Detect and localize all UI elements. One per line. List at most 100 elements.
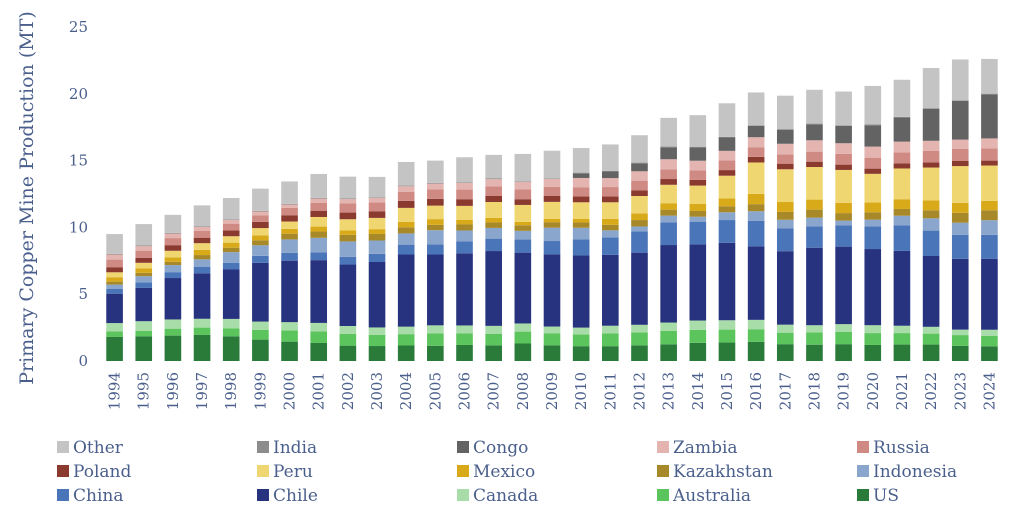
bar-segment-other [368,176,386,198]
bar-segment-mexico [689,204,707,211]
bar-stack-2001 [310,173,328,361]
bar-segment-other [776,95,794,130]
bar-segment-australia [135,330,153,337]
bar-segment-russia [281,207,298,216]
bar-segment-china [747,220,765,247]
legend-label: Russia [873,438,930,458]
bar-segment-other [602,144,619,171]
bar-segment-canada [135,321,153,331]
bar-segment-chile [222,269,240,319]
bar-segment-peru [456,205,473,220]
bar-segment-chile [631,252,648,325]
x-tick-label: 2001 [310,372,328,410]
bar-segment-zambia [806,140,823,152]
bar-segment-poland [514,199,532,205]
bar-segment-india [718,136,736,138]
bar-segment-china [864,226,882,250]
bar-segment-china [427,244,444,255]
bar-segment-other [893,79,911,117]
bar-segment-other [222,198,240,220]
bar-segment-zambia [893,141,911,153]
bar-segment-kazakhstan [456,224,473,231]
bar-segment-other [281,181,298,204]
legend-item-mexico: Mexico [457,462,535,482]
x-axis: 1994 1995 1996 1997 1998 1999 2000 2001 2002 2003… [106,372,999,410]
bar-segment-china [222,262,240,270]
bar-segment-chile [747,246,765,320]
bar-segment-peru [893,168,911,200]
bar-segment-poland [981,160,998,166]
bar-segment-india [602,170,619,172]
bar-segment-china [631,231,648,253]
bar-stack-2021 [893,79,911,361]
bar-segment-mexico [718,198,736,207]
bar-segment-us [951,345,969,361]
bar-segment-china [456,241,473,254]
y-tick-label: 25 [69,18,88,36]
bar-segment-russia [689,170,707,180]
bar-stack-1998 [222,198,240,361]
bar-segment-canada [106,323,123,332]
bar-segment-kazakhstan [339,234,357,242]
bar-segment-canada [427,325,444,334]
bar-segment-australia [164,328,182,336]
bar-segment-other [572,148,590,173]
bar-segment-mexico [922,200,940,211]
bar-segment-us [310,342,328,361]
bar-segment-indonesia [572,227,590,240]
bar-segment-congo [922,108,940,141]
bar-segment-australia [864,333,882,345]
legend-swatch [257,465,269,477]
bar-segment-peru [310,216,328,227]
bar-segment-mexico [893,199,911,209]
bar-segment-canada [456,325,473,334]
bar-segment-mexico [310,226,328,232]
bar-segment-peru [718,175,736,199]
legend-label: Kazakhstan [673,462,773,482]
bar-segment-canada [806,325,823,333]
bar-segment-australia [427,333,444,346]
bar-segment-kazakhstan [106,281,123,285]
bar-stack-2002 [339,176,357,361]
bar-segment-peru [631,196,648,214]
bar-stack-2009 [543,150,561,361]
bar-segment-australia [893,333,911,345]
bar-segment-peru [193,243,211,250]
bar-segment-congo [951,100,969,140]
bar-stack-2005 [427,160,444,361]
bar-segment-poland [835,164,852,170]
bar-segment-russia [456,189,473,200]
bar-segment-other [514,153,532,182]
bar-segment-indonesia [135,276,153,283]
bar-segment-zambia [660,159,677,170]
bar-segment-us [164,335,182,361]
x-tick-label: 2005 [426,372,444,410]
legend-label: Indonesia [873,462,957,482]
bar-segment-canada [602,325,619,334]
bar-segment-russia [660,169,677,180]
bar-segment-poland [193,237,211,244]
bar-segment-poland [776,163,794,170]
bar-segment-canada [689,320,707,330]
bar-segment-kazakhstan [427,224,444,231]
bar-segment-canada [397,326,415,335]
legend-label: Chile [273,486,318,506]
bar-segment-india [485,178,502,180]
bar-segment-us [602,346,619,361]
bar-segment-poland [631,190,648,196]
x-tick-label: 2000 [281,372,299,410]
bar-segment-chile [718,242,736,321]
bar-segment-canada [835,324,852,332]
bar-segment-us [981,346,998,361]
bar-segment-russia [397,191,415,201]
bar-segment-kazakhstan [164,261,182,266]
bar-segment-indonesia [310,237,328,253]
bar-segment-indonesia [660,215,677,223]
legend-swatch [257,441,269,453]
bar-segment-us [893,344,911,361]
legend-label: Canada [473,486,538,506]
bar-segment-chile [281,260,298,323]
bar-segment-us [689,342,707,361]
bar-segment-kazakhstan [776,211,794,220]
bar-segment-china [252,255,269,263]
